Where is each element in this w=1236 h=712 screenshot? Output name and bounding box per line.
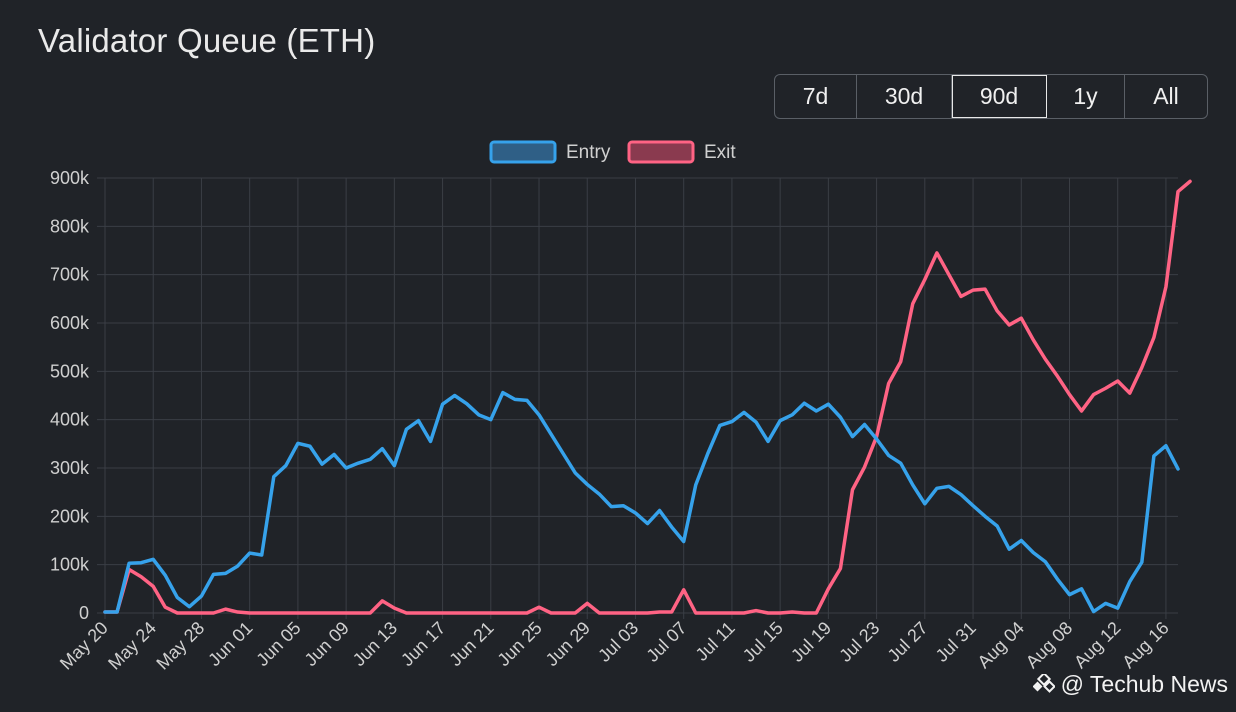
y-tick-label: 300k [50,458,90,478]
chart-grid [97,177,1178,619]
legend-label-entry[interactable]: Entry [566,142,611,163]
y-tick-label: 200k [50,506,90,526]
y-tick-label: 500k [50,361,90,381]
x-tick-label: Aug 16 [1118,618,1172,672]
x-tick-label: Jun 29 [542,618,594,670]
x-tick-label: May 24 [104,618,160,674]
x-tick-label: Jul 03 [594,618,642,666]
x-tick-label: Jul 15 [739,618,787,666]
y-tick-label: 600k [50,313,90,333]
range-7d-button[interactable]: 7d [775,75,857,118]
legend-swatch-entry [489,140,557,164]
x-tick-label: Jun 25 [493,618,545,670]
y-tick-label: 100k [50,555,90,575]
x-tick-label: Aug 04 [974,618,1028,672]
x-tick-label: Aug 12 [1070,618,1124,672]
range-all-button[interactable]: All [1153,83,1179,109]
range-1y-button[interactable]: 1y [1047,75,1125,118]
x-tick-label: Jun 09 [301,618,353,670]
time-range-selector: 7d 30d 90d 1y All [774,74,1208,119]
x-tick-label: Aug 08 [1022,618,1076,672]
x-tick-label: Jul 19 [787,618,835,666]
x-tick-label: Jul 23 [835,618,883,666]
legend-swatch-exit [627,140,695,164]
x-tick-label: Jun 21 [445,618,497,670]
x-tick-label: May 20 [56,618,112,674]
series-line-exit [103,179,1192,615]
chart-legend: Entry Exit [489,140,736,164]
x-tick-label: Jul 27 [884,618,932,666]
y-tick-label: 400k [50,410,90,430]
series-line-entry [103,390,1180,614]
watermark: @ Techub News [1032,671,1228,698]
range-30d-button[interactable]: 30d [857,75,952,118]
y-tick-label: 700k [50,265,90,285]
page-title: Validator Queue (ETH) [38,22,376,59]
y-tick-label: 900k [50,168,90,188]
chart-series [103,179,1192,615]
techub-logo-icon [1032,671,1056,696]
legend-label-exit[interactable]: Exit [704,142,736,163]
x-tick-label: Jul 07 [642,618,690,666]
x-tick-label: Jun 01 [204,618,256,670]
y-tick-label: 800k [50,216,90,236]
x-tick-label: Jun 05 [252,618,304,670]
x-tick-label: Jun 17 [397,618,449,670]
x-tick-label: Jun 13 [349,618,401,670]
x-tick-label: May 28 [152,618,208,674]
watermark-text: @ Techub News [1060,671,1228,697]
y-tick-label: 0 [79,603,89,623]
y-axis-labels: 0 100k 200k 300k 400k 500k 600k 700k 800k 900k [50,168,90,623]
x-tick-label: Jul 11 [692,618,739,665]
range-90d-button[interactable]: 90d [952,75,1047,118]
x-tick-label: Jul 31 [932,618,980,666]
